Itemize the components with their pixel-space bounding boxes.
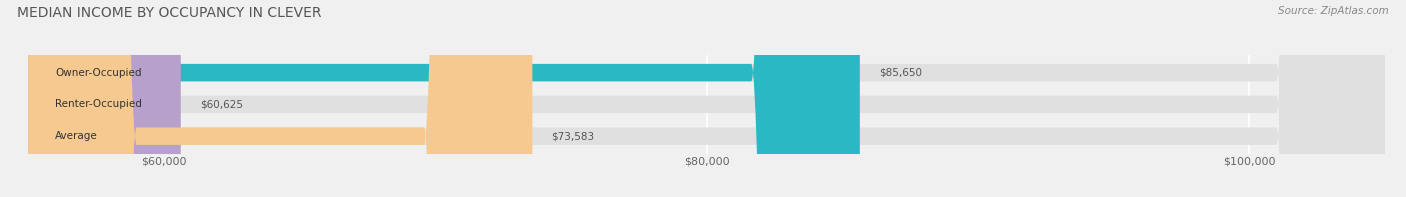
Text: MEDIAN INCOME BY OCCUPANCY IN CLEVER: MEDIAN INCOME BY OCCUPANCY IN CLEVER [17, 6, 322, 20]
FancyBboxPatch shape [28, 0, 1385, 197]
Text: $60,625: $60,625 [200, 99, 243, 109]
Text: $73,583: $73,583 [551, 131, 595, 141]
Text: Owner-Occupied: Owner-Occupied [55, 68, 142, 78]
FancyBboxPatch shape [28, 0, 1385, 197]
FancyBboxPatch shape [28, 0, 860, 197]
Text: $85,650: $85,650 [879, 68, 922, 78]
FancyBboxPatch shape [28, 0, 533, 197]
Text: Source: ZipAtlas.com: Source: ZipAtlas.com [1278, 6, 1389, 16]
FancyBboxPatch shape [28, 0, 181, 197]
Text: Renter-Occupied: Renter-Occupied [55, 99, 142, 109]
Text: Average: Average [55, 131, 98, 141]
FancyBboxPatch shape [28, 0, 1385, 197]
